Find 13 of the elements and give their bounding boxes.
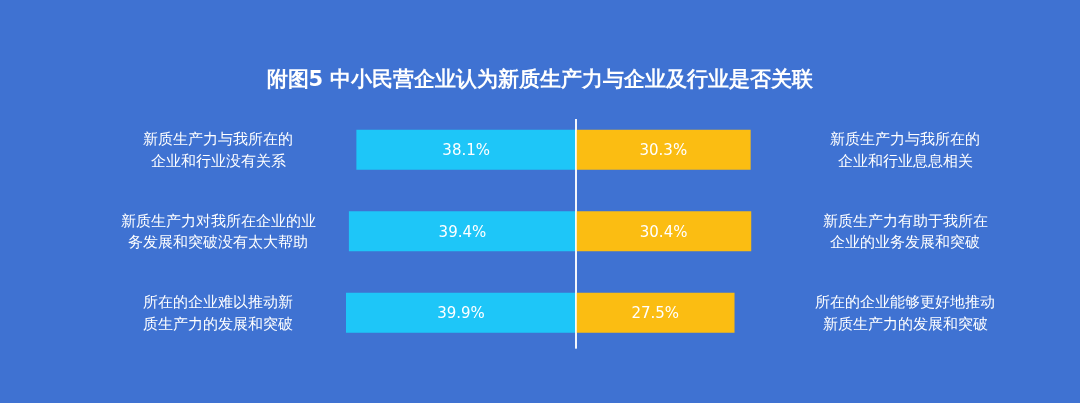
data-label: 30.3% <box>639 141 688 160</box>
data-label: 30.4% <box>639 222 688 241</box>
data-label: 38.1% <box>442 141 490 160</box>
data-label: 39.9% <box>437 304 485 323</box>
category-label: 新质生产力对我所在企业的业务发展和突破没有太大帮助 <box>120 211 316 252</box>
category-label: 新质生产力有助于我所在企业的业务发展和突破 <box>822 211 988 252</box>
category-label: 所在的企业难以推动新质生产力的发展和突破 <box>143 293 293 333</box>
data-label: 39.4% <box>438 222 487 241</box>
category-label: 新质生产力与我所在的企业和行业没有关系 <box>143 130 293 170</box>
title: 附图5 中小民营企业认为新质生产力与企业及行业是否关联 <box>266 67 814 91</box>
category-label: 所在的企业能够更好地推动新质生产力的发展和突破 <box>815 293 995 333</box>
category-label: 新质生产力与我所在的企业和行业息息相关 <box>830 130 980 170</box>
data-label: 27.5% <box>631 304 680 323</box>
